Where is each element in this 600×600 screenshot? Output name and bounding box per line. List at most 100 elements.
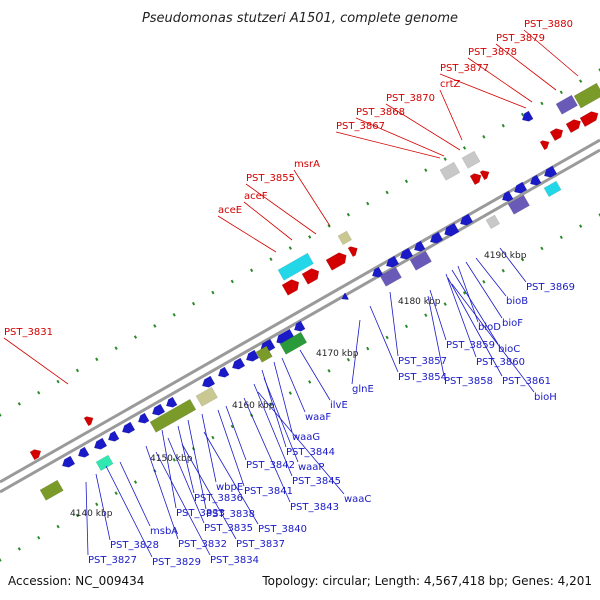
- forward-cds-11-shape: [579, 111, 599, 128]
- cog-gray-c-shape: [485, 214, 500, 230]
- gene-label-pst_3868: PST_3868: [356, 107, 405, 118]
- tick-dot-outer: [346, 212, 350, 217]
- gene-label-pst_3855: PST_3855: [246, 173, 295, 184]
- gene-label-pst_3836: PST_3836: [194, 493, 243, 504]
- leader-line: [105, 465, 153, 558]
- leader-line: [177, 425, 195, 494]
- gene-label-pst_3854: PST_3854: [398, 372, 447, 383]
- leader-line: [155, 451, 211, 556]
- leader-line: [217, 215, 277, 253]
- tick-dot-inner: [230, 424, 234, 429]
- cog-khaki-a-shape: [195, 386, 218, 407]
- reverse-cds-4-shape: [121, 421, 136, 434]
- leader-line: [145, 445, 179, 540]
- leader-line: [3, 337, 69, 385]
- tick-dot-outer: [250, 268, 254, 273]
- cog-gray-c: [485, 214, 500, 230]
- tick-dot-inner: [559, 235, 563, 240]
- reverse-cds-27-shape: [341, 292, 350, 300]
- tick-dot-inner: [269, 402, 273, 406]
- cog-gray-b-shape: [461, 150, 481, 169]
- leader-line: [385, 103, 461, 151]
- reverse-cds-22: [501, 190, 514, 202]
- leader-line: [355, 117, 445, 157]
- cog-gray-a-shape: [439, 161, 461, 181]
- gene-label-waac: waaC: [344, 494, 371, 505]
- tick-dot-outer: [327, 224, 331, 228]
- tick-dot-inner: [308, 380, 312, 384]
- cog-green: [279, 331, 308, 355]
- gene-label-pst_3842: PST_3842: [246, 460, 295, 471]
- reverse-cds-14-shape: [293, 320, 306, 332]
- forward-cds-9-shape: [549, 128, 564, 142]
- tick-dot-outer: [598, 68, 600, 72]
- tick-dot-inner: [462, 291, 467, 295]
- tick-dot-outer: [269, 257, 273, 261]
- tick-dot-outer: [95, 357, 99, 362]
- tick-dot-inner: [75, 513, 80, 518]
- leader-line: [263, 377, 299, 463]
- reverse-cds-21: [459, 213, 474, 226]
- cog-gray-a: [439, 161, 461, 181]
- gene-label-pst_3879: PST_3879: [496, 33, 545, 44]
- leader-line: [439, 73, 527, 109]
- leader-line: [257, 391, 345, 495]
- gene-label-pst_3831: PST_3831: [4, 327, 53, 338]
- leader-line: [351, 319, 361, 385]
- gene-label-pst_3867: PST_3867: [336, 121, 385, 132]
- reverse-cds-18: [413, 240, 426, 252]
- leader-line: [475, 257, 507, 297]
- forward-cds-4: [325, 252, 347, 271]
- reverse-cds-8-shape: [201, 375, 216, 388]
- reverse-cds-24: [529, 174, 542, 186]
- gene-label-pst_3827: PST_3827: [88, 555, 137, 566]
- reverse-cds-7-shape: [165, 396, 178, 408]
- tick-dot-outer: [191, 301, 196, 306]
- gene-label-msra: msrA: [294, 159, 320, 170]
- tick-dot-outer: [288, 246, 292, 250]
- leader-line: [253, 383, 293, 477]
- leader-line: [201, 413, 217, 483]
- backbone-inner: [0, 148, 600, 494]
- tick-label: 4190 kbp: [484, 251, 527, 261]
- gene-label-pst_3840: PST_3840: [258, 524, 307, 535]
- tick-dot-outer: [559, 90, 563, 95]
- reverse-cds-9: [217, 366, 230, 378]
- tick-dot-inner: [288, 391, 292, 395]
- reverse-cds-17-shape: [399, 247, 414, 260]
- tick-dot-outer: [520, 112, 525, 117]
- tick-dot-inner: [133, 480, 138, 484]
- gene-label-pst_3837: PST_3837: [236, 539, 285, 550]
- leader-line: [369, 305, 399, 373]
- leader-line: [243, 397, 291, 503]
- leader-line: [273, 361, 293, 433]
- forward-cds-10-shape: [565, 119, 581, 134]
- gene-label-ilve: ilvE: [330, 400, 348, 411]
- leader-line: [495, 43, 557, 91]
- forward-cds-5-shape: [347, 246, 358, 258]
- tick-dot-inner: [540, 246, 544, 251]
- reverse-cds-2: [93, 437, 108, 450]
- accession-label: Accession: NC_009434: [8, 574, 145, 588]
- gene-label-acef: aceF: [244, 191, 268, 202]
- forward-cds-1: [83, 416, 94, 427]
- gene-label-pst_3880: PST_3880: [524, 19, 573, 30]
- reverse-cds-19-shape: [429, 231, 444, 244]
- gene-label-pst_3841: PST_3841: [244, 486, 293, 497]
- cog-khaki-a: [195, 386, 218, 407]
- tick-dot-outer: [0, 413, 2, 417]
- gene-label-pst_3838: PST_3838: [206, 509, 255, 520]
- leader-line: [467, 57, 533, 103]
- tick-dot-inner: [211, 435, 215, 440]
- tick-dot-outer: [579, 79, 583, 83]
- reverse-cds-18-shape: [413, 240, 426, 252]
- tick-dot-outer: [308, 235, 312, 239]
- forward-cds-1-shape: [83, 416, 94, 427]
- tick-dot-inner: [95, 502, 99, 507]
- forward-cds-10: [565, 119, 581, 134]
- tick-dot-inner: [482, 279, 486, 284]
- forward-cds-8: [539, 140, 550, 151]
- tick-dot-inner: [598, 213, 600, 217]
- gene-label-pst_3860: PST_3860: [476, 357, 525, 368]
- reverse-cds-9-shape: [217, 366, 230, 378]
